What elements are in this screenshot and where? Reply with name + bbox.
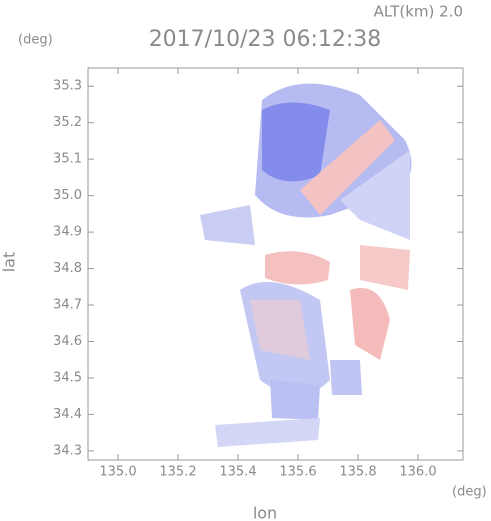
x-tick-label: 135.4 xyxy=(219,465,256,480)
y-tick-label: 35.2 xyxy=(53,115,82,130)
y-tick-label: 34.8 xyxy=(53,261,82,276)
y-tick-label: 35.0 xyxy=(53,188,82,203)
x-tick-label: 135.0 xyxy=(99,465,136,480)
x-tick-label: 135.6 xyxy=(279,465,316,480)
echo xyxy=(330,360,362,395)
y-tick-label: 34.5 xyxy=(53,370,82,385)
echo xyxy=(200,205,255,245)
echo xyxy=(340,150,410,240)
y-tick-label: 35.1 xyxy=(53,152,82,167)
y-unit: (deg) xyxy=(18,33,53,48)
y-axis-label: lat xyxy=(0,252,19,273)
x-axis-label: lon xyxy=(253,504,277,521)
plot-frame xyxy=(87,67,464,461)
x-tick-label: 135.2 xyxy=(159,465,196,480)
y-tick-label: 34.9 xyxy=(53,225,82,240)
x-tick-label: 136.0 xyxy=(399,465,436,480)
y-tick-label: 34.7 xyxy=(53,298,82,313)
echo xyxy=(215,418,320,447)
echo xyxy=(250,300,310,360)
y-tick-label: 34.6 xyxy=(53,334,82,349)
echo xyxy=(300,120,395,215)
x-tick-label: 135.8 xyxy=(339,465,376,480)
echo xyxy=(262,102,330,182)
radar-field xyxy=(200,83,412,447)
echo xyxy=(265,251,330,285)
y-tick-label: 34.4 xyxy=(53,407,82,422)
echo xyxy=(270,380,320,420)
y-tick-label: 34.3 xyxy=(53,443,82,458)
altitude-label: ALT(km) 2.0 xyxy=(374,3,463,21)
chart-title: 2017/10/23 06:12:38 xyxy=(149,27,382,52)
x-unit: (deg) xyxy=(452,485,487,500)
y-tick-label: 35.3 xyxy=(53,79,82,94)
echo xyxy=(360,245,410,290)
echo xyxy=(350,288,390,360)
